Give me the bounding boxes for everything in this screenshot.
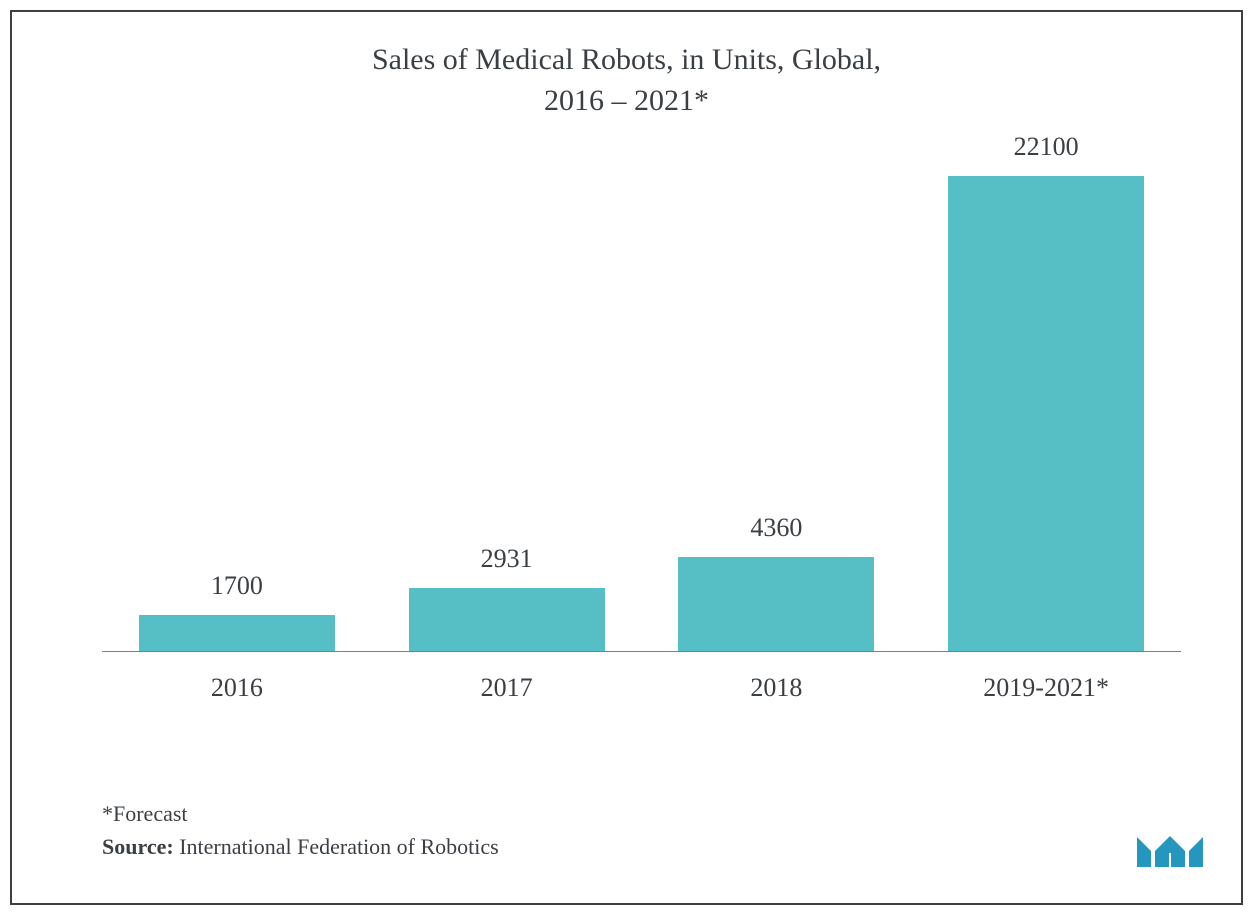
category-label: 2018 xyxy=(750,673,802,703)
bar-slot: 29312017 xyxy=(372,157,642,651)
mi-logo-icon xyxy=(1137,823,1203,867)
category-label: 2016 xyxy=(211,673,263,703)
bar-value-label: 4360 xyxy=(750,513,802,543)
chart-title: Sales of Medical Robots, in Units, Globa… xyxy=(12,12,1241,121)
source-text: International Federation of Robotics xyxy=(179,834,499,859)
chart-frame: Sales of Medical Robots, in Units, Globa… xyxy=(10,10,1243,905)
brand-logo xyxy=(1137,823,1203,867)
chart-footer: *Forecast Source: International Federati… xyxy=(102,797,499,863)
forecast-note: *Forecast xyxy=(102,797,499,830)
bar-slot: 221002019-2021* xyxy=(911,157,1181,651)
bar-slot: 43602018 xyxy=(642,157,912,651)
chart-title-line1: Sales of Medical Robots, in Units, Globa… xyxy=(372,43,881,76)
bar xyxy=(139,615,335,652)
bar xyxy=(678,557,874,651)
source-line: Source: International Federation of Robo… xyxy=(102,830,499,863)
bar-slot: 17002016 xyxy=(102,157,372,651)
bar-value-label: 2931 xyxy=(481,544,533,574)
chart-title-line2: 2016 – 2021* xyxy=(544,84,709,117)
plot-region: 170020162931201743602018221002019-2021* xyxy=(102,157,1181,652)
chart-area: 170020162931201743602018221002019-2021* xyxy=(102,157,1181,722)
category-label: 2019-2021* xyxy=(983,673,1109,703)
bar xyxy=(948,176,1144,651)
bar xyxy=(409,588,605,651)
source-label: Source: xyxy=(102,834,179,859)
bar-value-label: 1700 xyxy=(211,571,263,601)
bar-value-label: 22100 xyxy=(1014,132,1079,162)
category-label: 2017 xyxy=(481,673,533,703)
